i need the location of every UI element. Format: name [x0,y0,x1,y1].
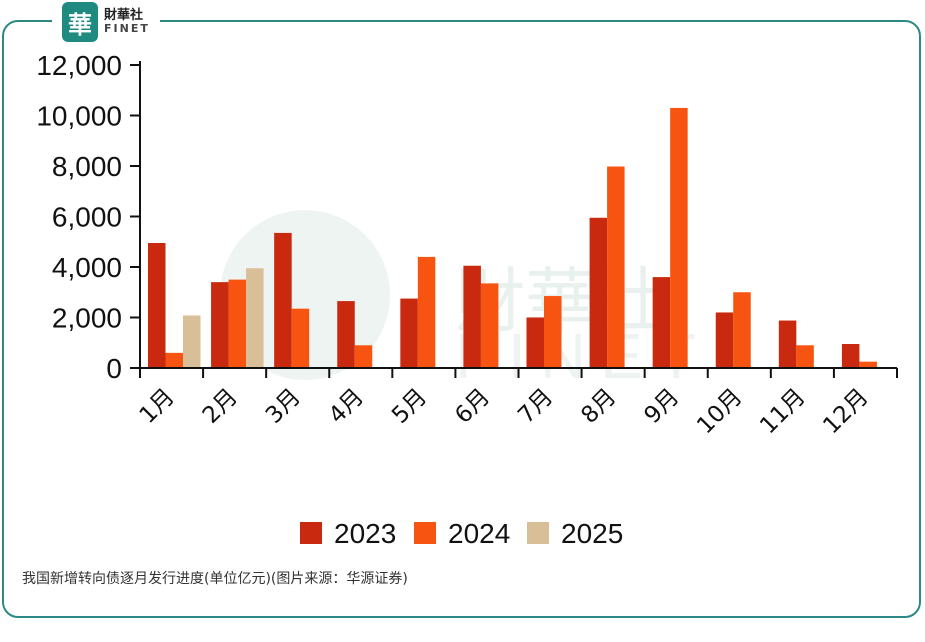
legend-label: 2023 [334,518,396,549]
y-tick-label: 12,000 [36,50,122,81]
bar-2024 [165,352,183,368]
bar-2023 [652,277,671,368]
y-tick-label: 8,000 [52,151,122,182]
bar-2024 [733,292,751,368]
brand-name-cn: 財華社 [104,8,144,24]
legend-label: 2024 [448,518,510,549]
legend-label: 2025 [561,518,623,549]
legend: 2023 2024 2025 [300,518,623,549]
y-tick-label: 0 [106,353,122,384]
bar-2023 [463,265,481,368]
bar-2023 [715,312,734,368]
legend-swatch [300,522,322,544]
bar-2024 [417,256,436,368]
bar-2023 [526,317,544,368]
bar-2024 [859,361,877,368]
x-tick-label: 2月 [198,384,243,429]
x-tick-label: 10月 [692,384,747,439]
brand-name-en: FINET [104,22,150,36]
bar-2023 [589,217,608,368]
legend-swatch [527,522,549,544]
bar-2023 [778,320,797,368]
x-tick-label: 12月 [818,384,873,439]
bar-2025 [246,268,264,368]
bar-2025 [183,315,201,368]
bar-2024 [607,166,625,368]
brand-text: 財華社 FINET [104,9,150,34]
y-axis: 0 2,000 4,000 6,000 8,000 10,000 12,000 [36,50,141,384]
chart-frame [2,20,921,618]
x-tick-label: 3月 [261,384,306,429]
bar-2024 [480,283,499,368]
legend-swatch [414,522,436,544]
bar-2024 [291,308,310,368]
y-tick-label: 4,000 [52,252,122,283]
bar-2023 [400,298,418,368]
x-tick-label: 11月 [755,384,810,439]
bar-2024 [228,279,247,368]
y-tick-label: 2,000 [52,303,122,334]
bars [148,107,877,369]
bar-2024 [670,107,688,369]
bar-2023 [148,243,166,368]
bar-2023 [274,232,292,368]
bar-2024 [544,296,562,368]
y-tick-label: 6,000 [52,202,122,233]
chart-caption: 我国新增转向债逐月发行进度(单位亿元)(图片来源：华源证券) [22,571,408,587]
bar-2023 [841,344,860,368]
y-tick-label: 10,000 [36,101,122,132]
brand-logo: 華 財華社 FINET [52,0,160,44]
bar-2024 [354,345,373,368]
x-tick-label: 5月 [387,384,432,429]
x-tick-label: 1月 [135,384,180,429]
bar-2023 [337,301,355,368]
x-tick-label: 4月 [324,384,369,429]
bar-2024 [796,345,814,368]
bar-2023 [211,282,229,368]
brand-mark-icon: 華 [62,2,98,42]
